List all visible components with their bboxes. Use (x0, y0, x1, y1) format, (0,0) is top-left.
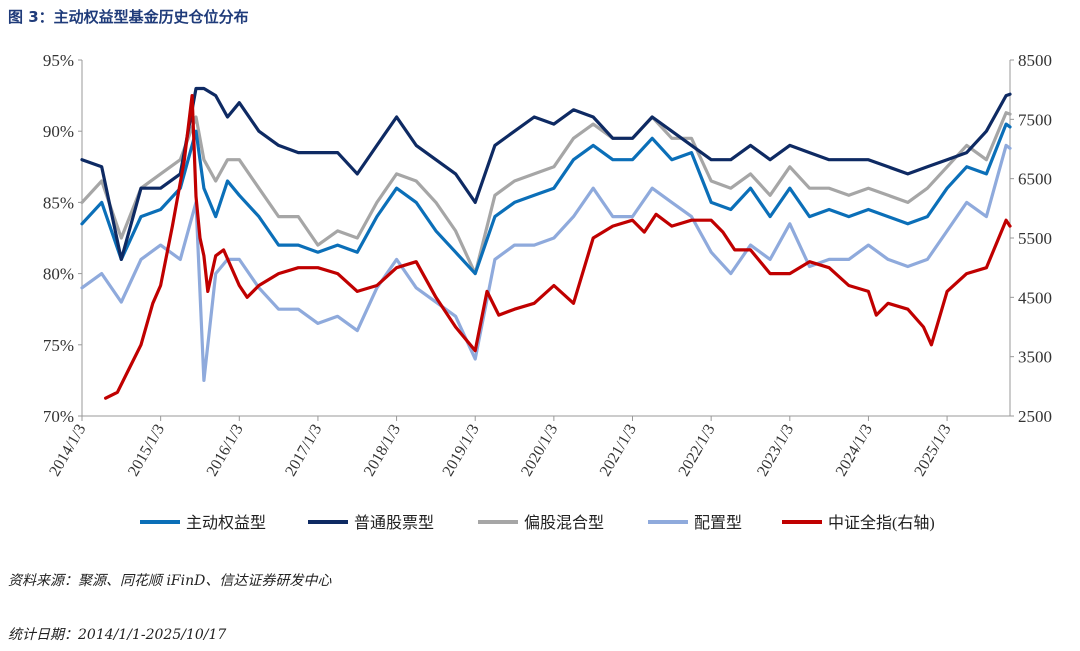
x-tick-label: 2024/1/3 (833, 422, 876, 480)
y-left-tick-label: 80% (43, 265, 74, 284)
x-tick-label: 2022/1/3 (675, 422, 718, 480)
series-line-0 (80, 122, 1012, 276)
x-tick-label: 2020/1/3 (518, 422, 561, 480)
series-lines (80, 86, 1012, 400)
y-right-tick-label: 6500 (1018, 170, 1052, 189)
legend-label-2: 偏股混合型 (524, 514, 604, 532)
legend-label-4: 中证全指(右轴) (828, 514, 935, 532)
y-left-tick-label: 70% (43, 407, 74, 426)
x-tick-label: 2025/1/3 (911, 422, 954, 480)
x-tick-label: 2021/1/3 (597, 422, 640, 480)
series-line-3 (80, 143, 1012, 382)
y-right-tick-label: 5500 (1018, 229, 1052, 248)
x-tick-label: 2015/1/3 (125, 422, 168, 480)
y-right-tick-label: 8500 (1018, 51, 1052, 70)
y-right-tick-label: 7500 (1018, 110, 1052, 129)
source-note: 资料来源：聚源、同花顺 iFinD、信达证券研发中心 (8, 573, 332, 589)
x-tick-label: 2016/1/3 (204, 422, 247, 480)
legend-label-3: 配置型 (694, 514, 742, 532)
legend-label-1: 普通股票型 (354, 514, 434, 532)
y-right-tick-label: 3500 (1018, 348, 1052, 367)
series-line-1 (80, 86, 1012, 261)
stat-date-note: 统计日期：2014/1/1-2025/10/17 (8, 627, 227, 643)
x-tick-label: 2017/1/3 (282, 422, 325, 480)
y-left-tick-label: 90% (43, 122, 74, 141)
y-left-tick-label: 95% (43, 51, 74, 70)
legend-label-0: 主动权益型 (186, 514, 266, 532)
y-left-tick-label: 85% (43, 193, 74, 212)
x-tick-label: 2018/1/3 (361, 422, 404, 480)
x-tick-label: 2014/1/3 (46, 422, 89, 480)
figure-title: 图 3：主动权益型基金历史仓位分布 (8, 8, 249, 26)
series-line-2 (80, 111, 1012, 276)
series-line-4 (104, 94, 1012, 400)
line-chart: 70% 75% 80% 85% 90% 95% 2500 3500 4500 5500 6500 75… (43, 51, 1052, 532)
x-tick-label: 2023/1/3 (754, 422, 797, 480)
y-right-tick-label: 2500 (1018, 407, 1052, 426)
y-right-tick-label: 4500 (1018, 288, 1052, 307)
legend: 主动权益型 普通股票型 偏股混合型 配置型 中证全指(右轴) (140, 514, 935, 532)
y-left-tick-label: 75% (43, 336, 74, 355)
x-tick-label: 2019/1/3 (440, 422, 483, 480)
